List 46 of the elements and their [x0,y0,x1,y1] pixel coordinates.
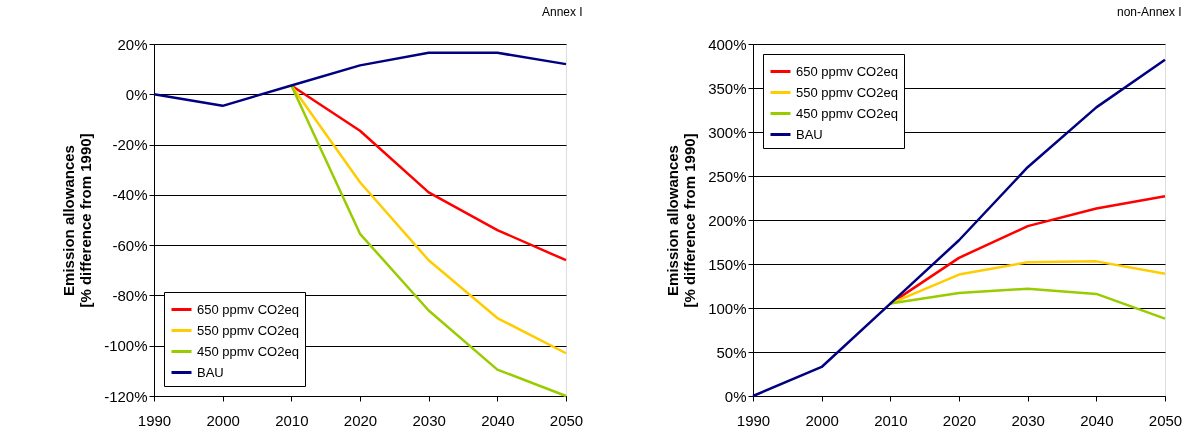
x-tick-label: 2020 [942,411,977,429]
x-tick-label: 2040 [481,411,515,429]
line-series [152,51,568,108]
x-tick-label: 2010 [275,411,309,429]
x-tick-label: 1990 [736,411,771,429]
y-tick-label: 0% [724,387,747,405]
x-tick-label: 2020 [343,411,378,429]
x-tick-label: 2050 [549,411,584,429]
y-tick-label: 350% [708,79,747,97]
y-tick-label: 150% [708,255,747,273]
y-tick-label: 50% [716,343,747,361]
y-axis-title: Emission allowances [% difference from 1990] [60,133,95,308]
y-axis-title: Emission allowances [% difference from 1990] [664,133,699,308]
legend-label: 550 ppmv CO2eq [796,84,898,100]
legend-label: 550 ppmv CO2eq [197,322,299,338]
y-tick-label: 400% [708,35,747,53]
y-tick-label: -120% [104,387,148,405]
x-tick-label: 2000 [805,411,839,429]
y-tick-label: -80% [112,286,148,304]
x-tick-label: 1990 [137,411,172,429]
x-tick-label: 2050 [1148,411,1183,429]
legend-label: BAU [197,364,224,380]
x-tick-label: 2030 [1011,411,1045,429]
y-tick-label: 20% [117,35,148,53]
x-tick-label: 2000 [206,411,240,429]
y-tick-label: 200% [708,211,747,229]
y-tick-label: 250% [708,167,747,185]
x-tick-label: 2010 [874,411,908,429]
y-tick-label: 300% [708,123,747,141]
y-tick-label: -100% [104,337,148,355]
chart-title: Annex I [541,5,583,19]
legend-label: 650 ppmv CO2eq [796,63,898,79]
legend-label: BAU [796,126,823,142]
x-tick-label: 2030 [412,411,446,429]
legend-label: 650 ppmv CO2eq [197,301,299,317]
line-series [751,58,1167,398]
y-tick-label: -40% [112,186,148,204]
y-tick-label: 0% [125,85,148,103]
y-tick-label: -20% [112,136,148,154]
x-tick-label: 2040 [1080,411,1114,429]
chart-title: non-Annex I [1116,5,1182,19]
line-series [889,287,1167,320]
y-tick-label: -60% [112,236,148,254]
legend-label: 450 ppmv CO2eq [796,105,898,121]
legend-label: 450 ppmv CO2eq [197,343,299,359]
y-tick-label: 100% [708,299,747,317]
